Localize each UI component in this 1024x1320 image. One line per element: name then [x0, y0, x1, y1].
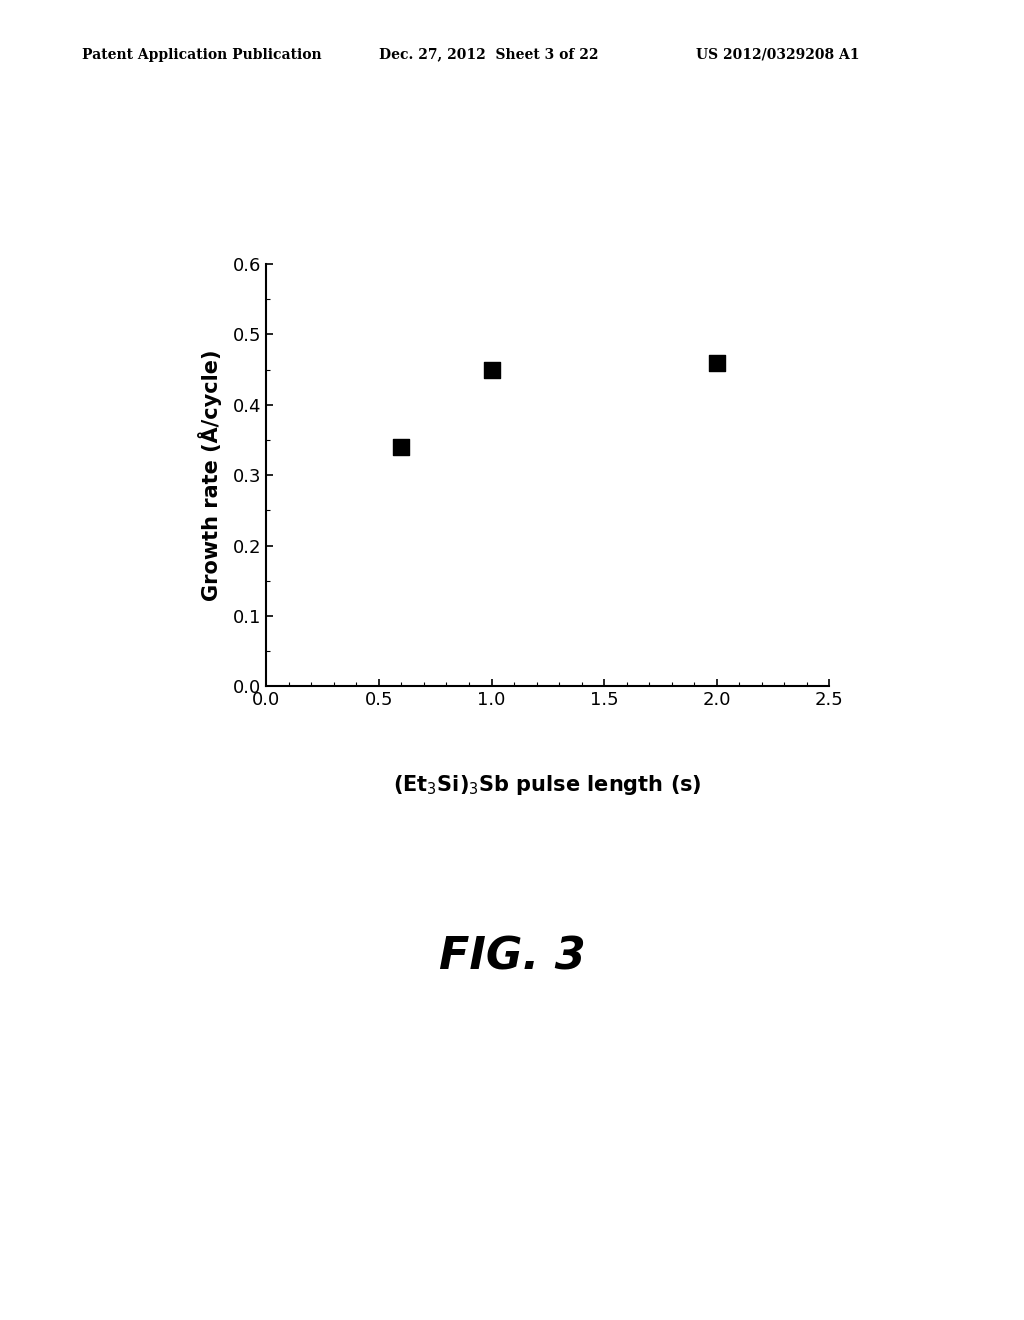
Text: Patent Application Publication: Patent Application Publication — [82, 48, 322, 62]
Text: (Et$_3$Si)$_3$Sb pulse length (s): (Et$_3$Si)$_3$Sb pulse length (s) — [393, 774, 702, 797]
Text: Dec. 27, 2012  Sheet 3 of 22: Dec. 27, 2012 Sheet 3 of 22 — [379, 48, 598, 62]
Text: US 2012/0329208 A1: US 2012/0329208 A1 — [696, 48, 860, 62]
Text: FIG. 3: FIG. 3 — [438, 936, 586, 978]
Point — [393, 437, 410, 458]
Y-axis label: Growth rate (Å/cycle): Growth rate (Å/cycle) — [198, 350, 222, 601]
Point — [483, 359, 500, 380]
Point — [709, 352, 725, 374]
